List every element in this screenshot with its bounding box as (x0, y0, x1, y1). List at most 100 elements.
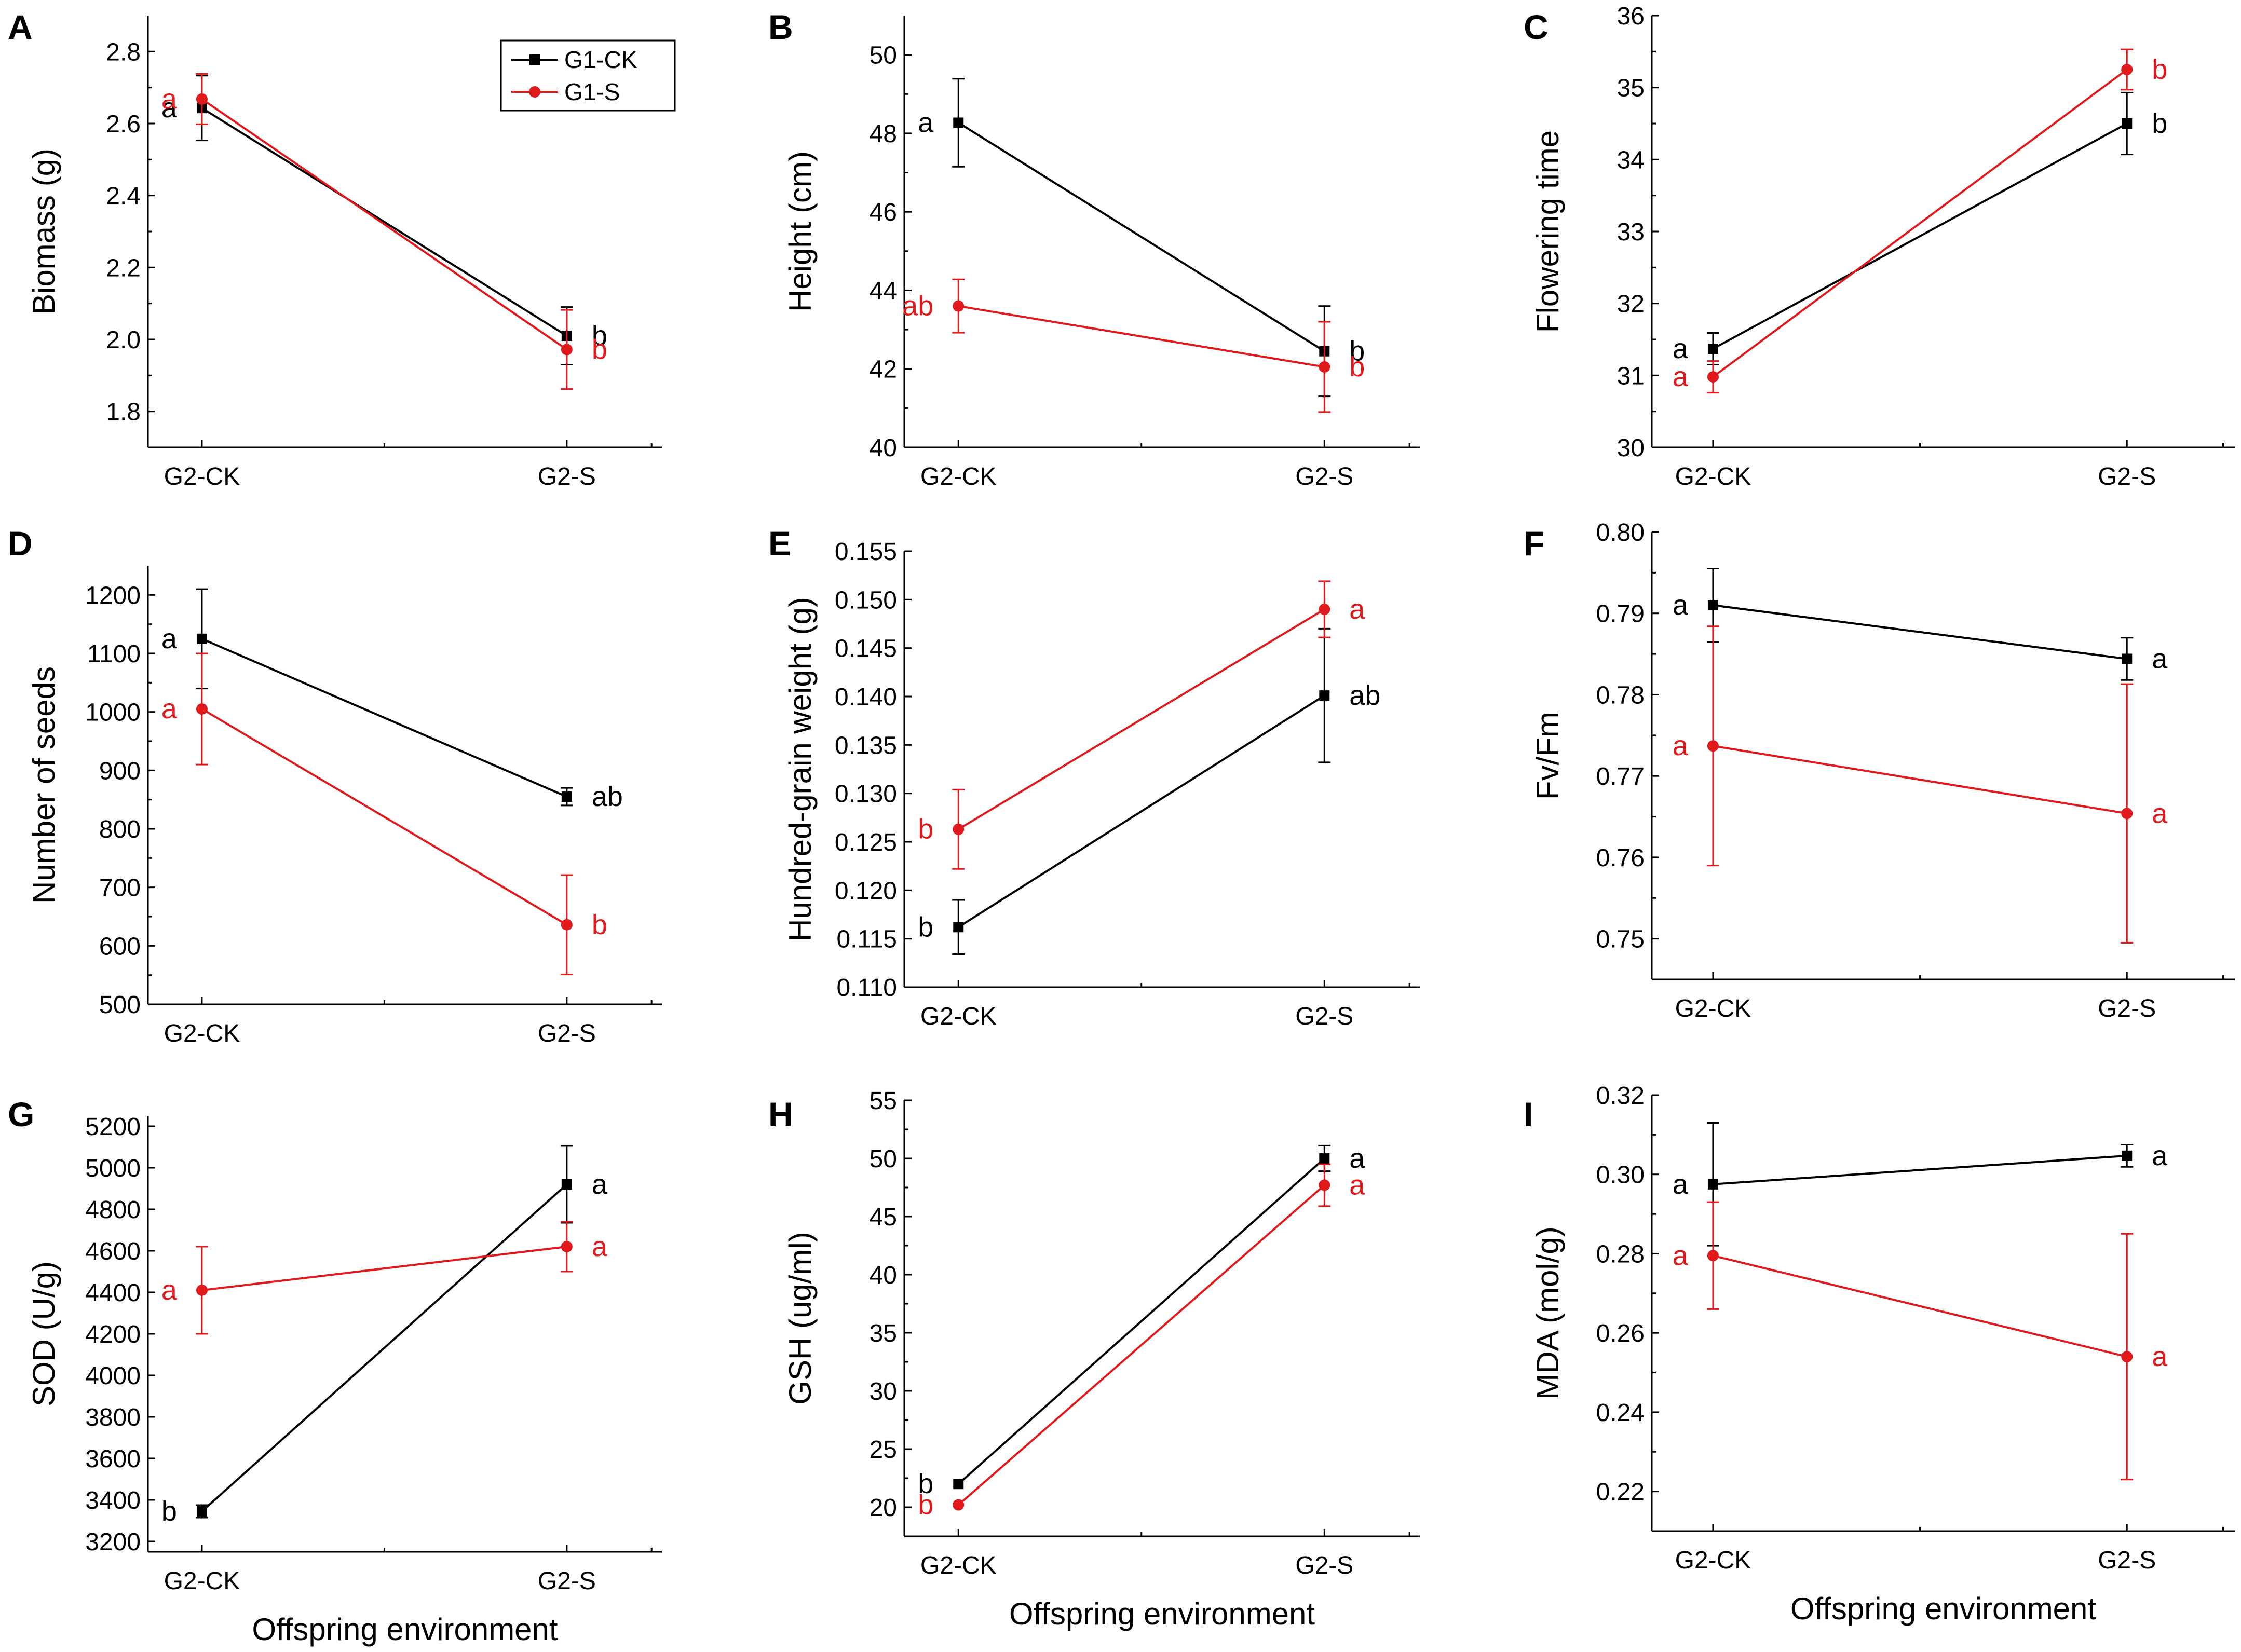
y-tick-label-5000: 5000 (85, 1155, 141, 1182)
x-tick-label-g2-s: G2-S (538, 463, 596, 490)
significance-letter: b (592, 320, 607, 351)
series-g1s: aa (161, 1221, 608, 1335)
y-tick-label-32: 32 (1617, 291, 1645, 318)
y-tick-label-0-155: 0.155 (835, 538, 897, 566)
y-tick-label-0-79: 0.79 (1596, 600, 1645, 628)
panel-label: D (8, 524, 33, 563)
data-point-circle (1707, 371, 1719, 383)
series-line (201, 98, 567, 351)
y-axis-title: Hundred-grain weight (g) (783, 597, 818, 941)
significance-letter: a (2152, 798, 2168, 829)
significance-letter: a (1673, 1169, 1689, 1200)
y-tick-label-0-30: 0.30 (1596, 1162, 1645, 1189)
y-tick-label-0-32: 0.32 (1596, 1082, 1645, 1110)
significance-letter: a (161, 693, 178, 725)
significance-letter: ab (1349, 680, 1380, 711)
series-line (1712, 69, 2128, 378)
series-line (1713, 1254, 2127, 1358)
x-axis-title: Offspring environment (1009, 1596, 1315, 1631)
y-tick-label-0-120: 0.120 (835, 877, 897, 905)
y-tick-label-36: 36 (1617, 3, 1645, 30)
x-axis-title: Offspring environment (252, 1612, 558, 1647)
panel-label: C (1524, 8, 1549, 46)
y-tick-label-0-135: 0.135 (835, 732, 897, 759)
y-axis-title: SOD (U/g) (26, 1261, 61, 1407)
data-point-circle (561, 1241, 573, 1252)
y-tick-label-0-140: 0.140 (835, 684, 897, 711)
panel-e: E 0.110 0.115 0.120 0.125 0.130 0.135 0.140 0.14… (768, 524, 1420, 1030)
data-point-square (1319, 1153, 1330, 1164)
y-tick-label-800: 800 (99, 816, 141, 843)
y-tick-label-46: 46 (870, 199, 897, 226)
y-axis-title: Biomass (g) (26, 148, 61, 315)
y-tick-label-35: 35 (1617, 75, 1645, 102)
y-tick-label-30: 30 (870, 1378, 897, 1405)
data-point-circle (1319, 604, 1330, 615)
significance-letter: b (1349, 336, 1365, 367)
y-axis-title: GSH (ug/ml) (783, 1232, 818, 1404)
y-tick-label-42: 42 (870, 356, 897, 384)
x-tick-label-g2-ck: G2-CK (920, 1552, 997, 1579)
significance-letter: b (2152, 108, 2167, 139)
y-tick-label-44: 44 (870, 277, 897, 305)
y-tick-label-35: 35 (870, 1320, 897, 1347)
legend: G1-CK G1-S (500, 39, 676, 112)
x-tick-label-g2-s: G2-S (2098, 1547, 2156, 1574)
panel-label: E (768, 524, 791, 563)
y-tick-label-0-130: 0.130 (835, 781, 897, 808)
y-axis-title: Fv/Fm (1530, 712, 1565, 800)
data-point-square (196, 633, 207, 644)
data-point-circle (1707, 740, 1719, 752)
significance-letter: a (1349, 594, 1365, 625)
significance-letter: a (161, 84, 178, 115)
panel-label: A (8, 8, 33, 46)
x-axis-title: Offspring environment (1790, 1591, 2097, 1626)
significance-letter: a (1673, 590, 1689, 621)
significance-letter: a (161, 623, 178, 654)
x-tick-label-g2-s: G2-S (1295, 1552, 1353, 1579)
y-tick-label-1-8: 1.8 (106, 399, 141, 426)
significance-letter: b (592, 909, 607, 940)
y-tick-label-0-26: 0.26 (1596, 1320, 1645, 1347)
significance-letter: a (2152, 1341, 2168, 1372)
significance-letter: a (1673, 361, 1689, 392)
panel-d: D 500 600 700 800 900 1000 1100 1200 G2-CK G2-S Num… (8, 524, 662, 1047)
series-g1s: ab (1673, 48, 2167, 394)
x-tick-label-g2-s: G2-S (1295, 463, 1353, 490)
panel-f: F 0.75 0.76 0.77 0.78 0.79 0.80 G2-CK G2-S Fv/Fm a… (1524, 519, 2235, 1022)
y-tick-label-900: 900 (99, 757, 141, 785)
data-point-square (1707, 344, 1718, 354)
panel-label: B (768, 8, 793, 46)
x-tick-label-g2-s: G2-S (1295, 1003, 1353, 1030)
data-point-circle (196, 703, 208, 715)
series-g1s: ba (918, 1163, 1365, 1521)
data-point-square (1707, 600, 1718, 611)
data-point-circle (2121, 808, 2133, 820)
significance-letter: b (1349, 351, 1365, 383)
series-line (201, 1183, 568, 1512)
significance-letter: a (1673, 1240, 1689, 1271)
y-tick-label-0-115: 0.115 (836, 926, 897, 953)
data-point-circle (953, 823, 965, 835)
significance-letter: a (1673, 730, 1689, 761)
y-tick-label-4800: 4800 (85, 1196, 141, 1224)
y-tick-label-0-110: 0.110 (836, 974, 897, 1002)
y-tick-label-4400: 4400 (85, 1279, 141, 1307)
x-tick-label-g2-s: G2-S (2098, 463, 2156, 490)
y-tick-label-0-22: 0.22 (1596, 1479, 1645, 1506)
series-g1ck: aa (1673, 1122, 2168, 1247)
data-point-square (196, 1506, 207, 1517)
panel-label: G (8, 1095, 34, 1134)
y-tick-label-5200: 5200 (85, 1113, 141, 1141)
series-line (958, 121, 1325, 352)
y-tick-label-40: 40 (870, 434, 897, 462)
data-point-square (953, 922, 964, 933)
data-point-circle (953, 300, 965, 312)
y-axis-title: MDA (mol/g) (1530, 1226, 1565, 1399)
series-line (201, 107, 567, 337)
significance-letter: b (918, 814, 933, 845)
data-point-circle (1319, 361, 1330, 373)
series-line (201, 637, 567, 798)
